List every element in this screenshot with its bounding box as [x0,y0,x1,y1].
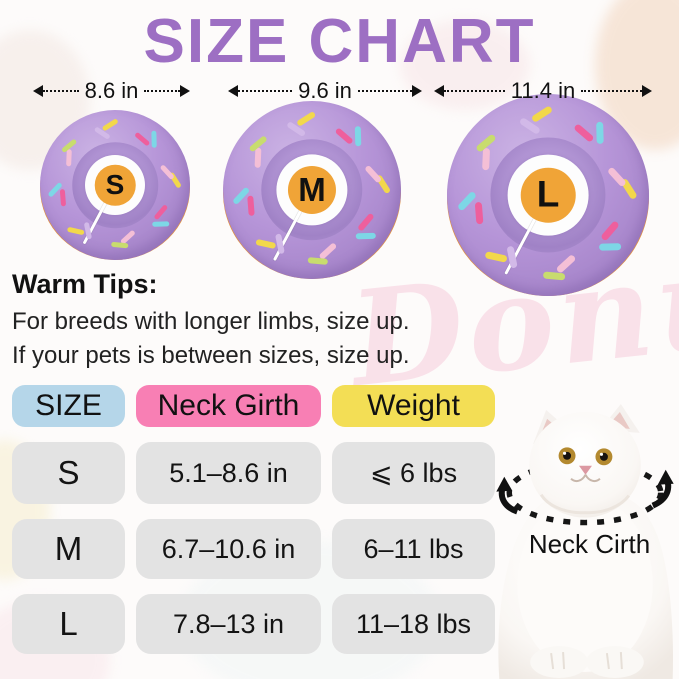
arrow-left-icon [228,85,238,97]
donut-sprinkle [254,147,262,168]
measure-arrow-m: 9.6 in [228,78,423,103]
dotted-line [43,90,79,92]
donut-sprinkle [247,195,255,216]
dotted-line [144,90,181,92]
neck-girth-label: Neck Cirth [528,529,651,559]
warm-tips-section: Warm Tips: For breeds with longer limbs,… [12,269,410,376]
donut-collar-large: L [447,94,649,296]
table-cell-girth-s: 5.1–8.6 in [136,442,321,504]
arrow-left-icon [434,85,444,97]
cat-chest [517,496,653,673]
donut-collar-medium: M [223,101,401,279]
table-cell-girth-m: 6.7–10.6 in [136,519,321,579]
arrow-right-icon [642,85,653,97]
donut-sprinkle [152,221,169,227]
donut-sprinkle [66,149,73,167]
dotted-line [444,90,505,92]
donut-size-letter-m: M [287,165,337,215]
measure-label-m: 9.6 in [298,78,352,103]
donut-size-letter-s: S [94,164,136,206]
measure-arrow-s: 8.6 in [33,78,191,103]
cat-photo [489,400,679,679]
donut-sprinkle [151,130,157,148]
size-table: SIZE Neck Girth Weight S 5.1–8.6 in ⩽ 6 … [12,385,495,654]
size-letter: M [298,170,326,208]
dotted-line [238,90,293,92]
table-cell-weight-l: 11–18 lbs [332,594,495,654]
table-cell-size-m: M [12,519,125,579]
measure-label-s: 8.6 in [84,78,139,103]
donut-sprinkle [543,271,566,280]
page-title: SIZE CHART [143,7,536,76]
donut-sprinkle [354,125,362,146]
table-header-neck-girth: Neck Girth [136,385,321,427]
table-cell-size-l: L [12,594,125,654]
cat-mouth [570,474,601,483]
donut-size-letter-l: L [520,167,576,223]
size-letter: L [536,174,560,215]
cat-paw-right [585,646,644,679]
donut-sprinkle [596,122,605,145]
table-cell-weight-s: ⩽ 6 lbs [332,442,495,504]
cat-paw-left [530,646,588,679]
table-cell-girth-l: 7.8–13 in [136,594,321,654]
arrow-right-icon [412,85,423,97]
warm-tips-line-2: If your pets is between sizes, size up. [12,342,410,369]
warm-tips-heading: Warm Tips: [12,269,158,299]
warm-tips-line-1: For breeds with longer limbs, size up. [12,308,410,335]
cat-nose [579,465,592,475]
measure-arrow-l: 11.4 in [434,78,653,103]
table-header-size: SIZE [12,385,125,427]
donut-sprinkle [356,232,377,240]
arrow-right-icon [180,85,191,97]
donut-sprinkle [598,243,621,252]
size-letter: S [105,169,125,200]
table-cell-weight-m: 6–11 lbs [332,519,495,579]
donut-collar-small: S [40,110,190,260]
cat-head [529,411,641,518]
donut-sprinkle [482,147,491,170]
table-header-weight: Weight [332,385,495,427]
measure-label-l: 11.4 in [510,78,576,103]
arrow-left-icon [33,85,43,97]
dotted-line [357,90,413,92]
donut-sprinkle [474,201,483,225]
dotted-line [581,90,643,92]
table-cell-size-s: S [12,442,125,504]
